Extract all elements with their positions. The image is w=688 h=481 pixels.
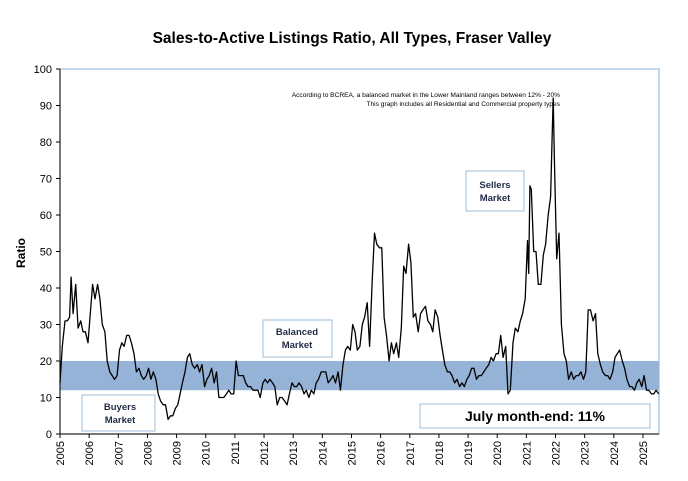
x-tick-label: 2020 [492, 441, 504, 465]
current-value-box: July month-end: 11% [419, 403, 651, 429]
y-tick-label: 30 [40, 320, 52, 332]
x-tick-label: 2005 [55, 441, 67, 465]
buyers-label-line1: Buyers [104, 402, 136, 413]
bcrea-note-line1: According to BCREA, a balanced market in… [292, 92, 560, 99]
buyers-label-line2: Market [105, 415, 136, 426]
x-axis: 2005 2006 2007 2008 2009 2010 2011 2012 2013 2014… [55, 433, 659, 465]
x-tick-label: 2014 [317, 441, 329, 465]
y-tick-label: 60 [40, 210, 52, 222]
x-tick-label: 2007 [113, 441, 125, 465]
x-tick-label: 2011 [230, 441, 242, 465]
x-tick-label: 2010 [201, 441, 213, 465]
y-tick-label: 70 [40, 174, 52, 186]
y-tick-label: 0 [46, 429, 52, 441]
y-axis: 0 10 20 30 40 50 60 70 80 90 100 [34, 64, 61, 441]
sellers-label-line2: Market [480, 193, 511, 204]
x-tick-label: 2017 [405, 441, 417, 465]
x-tick-label: 2021 [521, 441, 533, 465]
x-tick-label: 2006 [84, 441, 96, 465]
ratio-series-line [59, 97, 660, 421]
balanced-range-band [60, 361, 659, 391]
y-tick-label: 40 [40, 283, 52, 295]
balanced-label-line2: Market [282, 340, 313, 351]
bcrea-note-line2: This graph includes all Residential and … [366, 101, 560, 108]
y-tick-label: 20 [40, 356, 52, 368]
x-tick-label: 2018 [434, 441, 446, 465]
y-tick-label: 10 [40, 393, 52, 405]
sellers-market-box: Sellers Market [465, 170, 525, 212]
buyers-market-box: Buyers Market [81, 394, 156, 432]
x-tick-label: 2025 [638, 441, 650, 465]
x-tick-label: 2023 [580, 441, 592, 465]
chart-title: Sales-to-Active Listings Ratio, All Type… [153, 30, 552, 47]
y-axis-label: Ratio [14, 238, 28, 268]
x-tick-label: 2015 [346, 441, 358, 465]
x-tick-label: 2024 [609, 441, 621, 465]
x-tick-label: 2012 [259, 441, 271, 465]
x-tick-label: 2019 [463, 441, 475, 465]
balanced-market-box: Balanced Market [262, 319, 333, 358]
sellers-label-line1: Sellers [479, 180, 510, 191]
current-value-label: July month-end: 11% [465, 408, 606, 424]
x-tick-label: 2022 [551, 441, 563, 465]
x-tick-label: 2016 [376, 441, 388, 465]
y-tick-label: 50 [40, 247, 52, 259]
y-tick-label: 90 [40, 101, 52, 113]
x-tick-label: 2008 [142, 441, 154, 465]
x-tick-label: 2013 [288, 441, 300, 465]
balanced-label-line1: Balanced [276, 327, 318, 338]
y-tick-label: 100 [34, 64, 52, 76]
x-tick-label: 2009 [172, 441, 184, 465]
y-tick-label: 80 [40, 137, 52, 149]
